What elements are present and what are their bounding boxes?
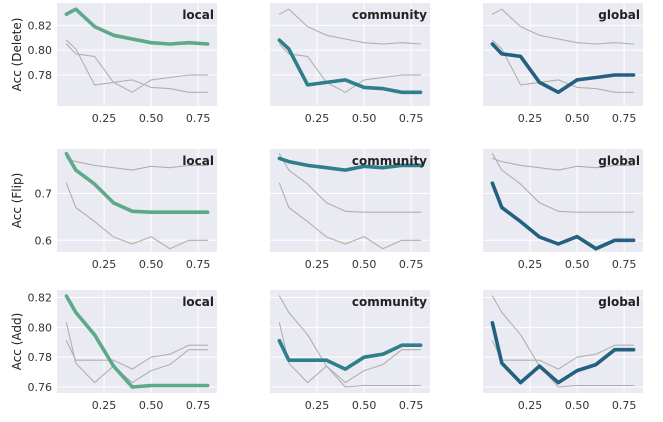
x-tick-label: 0.50 (352, 258, 377, 271)
x-tick-label: 0.25 (518, 399, 543, 412)
panel-2-0: 0.25 0.50 0.75 0.76 0.78 0.80 0.82 local (28, 290, 217, 412)
panel-1-2: 0.25 0.50 0.75 global (483, 149, 643, 271)
x-tick-label: 0.25 (305, 399, 330, 412)
global-series-line (65, 322, 209, 384)
local-series-line (64, 151, 210, 214)
row-label: Acc (Delete) (10, 18, 24, 92)
panel-title: local (182, 8, 214, 22)
x-tick-label: 0.25 (305, 258, 330, 271)
panel-background (57, 149, 217, 252)
y-tick-label: 0.78 (28, 69, 53, 82)
global-series-line (278, 322, 422, 384)
x-tick-label: 0.50 (139, 112, 164, 125)
panel-title: community (352, 8, 427, 22)
x-tick-label: 0.75 (399, 399, 424, 412)
local-series-line (491, 8, 635, 45)
x-tick-label: 0.25 (92, 112, 117, 125)
global-series-line (65, 43, 209, 93)
global-series-line (278, 182, 422, 250)
y-tick-label: 0.80 (28, 44, 53, 57)
x-tick-label: 0.25 (92, 399, 117, 412)
community-series-line (491, 157, 635, 171)
panel-background (483, 149, 643, 252)
x-tick-label: 0.50 (352, 112, 377, 125)
panel-background (270, 290, 430, 393)
local-series-line (64, 294, 210, 389)
x-tick-label: 0.25 (518, 258, 543, 271)
local-series-line (278, 153, 422, 213)
panel-1-1: 0.25 0.50 0.75 community (270, 149, 430, 271)
panel-background (483, 290, 643, 393)
panel-1-0: 0.25 0.50 0.75 0.6 0.7 local (35, 149, 217, 271)
x-tick-label: 0.50 (565, 112, 590, 125)
community-series-line (65, 340, 209, 370)
community-series-line (277, 338, 423, 371)
community-series-line (491, 340, 635, 370)
x-tick-label: 0.50 (139, 258, 164, 271)
panel-0-1: 0.25 0.50 0.75 community (270, 3, 430, 125)
x-tick-label: 0.75 (399, 258, 424, 271)
panel-title: local (182, 154, 214, 168)
panel-title: global (598, 154, 640, 168)
local-series-line (64, 7, 210, 46)
panel-title: community (352, 154, 427, 168)
row-label: Acc (Add) (10, 313, 24, 371)
row-label: Acc (Flip) (10, 173, 24, 229)
local-series-line (278, 295, 422, 388)
x-tick-label: 0.50 (352, 399, 377, 412)
x-tick-label: 0.75 (612, 258, 637, 271)
y-tick-label: 0.6 (35, 234, 53, 247)
community-series-line (277, 38, 423, 95)
x-tick-label: 0.75 (186, 258, 211, 271)
local-series-line (491, 295, 635, 388)
x-tick-label: 0.50 (565, 399, 590, 412)
y-tick-label: 0.82 (28, 19, 53, 32)
global-series-line (490, 42, 636, 95)
x-tick-label: 0.25 (92, 258, 117, 271)
x-tick-label: 0.75 (186, 112, 211, 125)
x-tick-label: 0.25 (518, 112, 543, 125)
panel-title: community (352, 295, 427, 309)
panel-2-2: 0.25 0.50 0.75 global (483, 290, 643, 412)
x-tick-label: 0.75 (186, 399, 211, 412)
local-series-line (491, 153, 635, 213)
x-tick-label: 0.25 (305, 112, 330, 125)
community-series-line (277, 156, 423, 172)
x-tick-label: 0.75 (399, 112, 424, 125)
community-series-line (491, 39, 635, 93)
panel-0-0: 0.25 0.50 0.75 0.78 0.80 0.82 local (28, 3, 217, 125)
local-series-line (278, 8, 422, 45)
y-tick-label: 0.78 (28, 351, 53, 364)
x-tick-label: 0.75 (612, 112, 637, 125)
y-tick-label: 0.80 (28, 321, 53, 334)
global-series-line (490, 320, 636, 385)
panel-title: local (182, 295, 214, 309)
panel-title: global (598, 295, 640, 309)
community-series-line (65, 157, 209, 171)
panel-0-2: 0.25 0.50 0.75 global (483, 3, 643, 125)
global-series-line (278, 43, 422, 93)
y-tick-label: 0.76 (28, 381, 53, 394)
y-tick-label: 0.7 (35, 187, 53, 200)
panel-2-1: 0.25 0.50 0.75 community (270, 290, 430, 412)
global-series-line (65, 182, 209, 250)
global-series-line (490, 181, 636, 251)
y-tick-label: 0.82 (28, 291, 53, 304)
x-tick-label: 0.75 (612, 399, 637, 412)
x-tick-label: 0.50 (565, 258, 590, 271)
community-series-line (65, 39, 209, 93)
panel-background (57, 290, 217, 393)
x-tick-label: 0.50 (139, 399, 164, 412)
panel-title: global (598, 8, 640, 22)
